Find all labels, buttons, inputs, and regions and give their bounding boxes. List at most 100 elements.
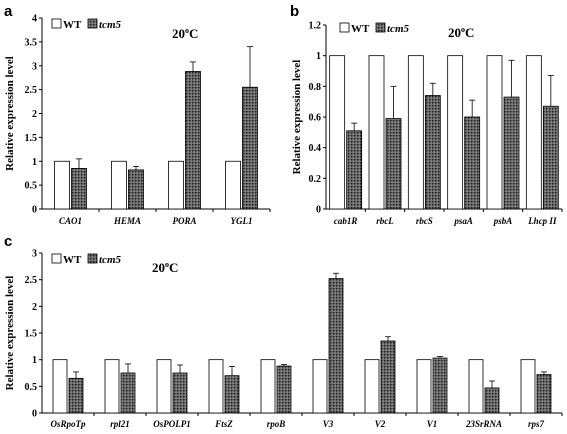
bar-tcm5-rpl21: [120, 372, 136, 414]
y-tick-label: 1: [32, 157, 37, 168]
bar-tcm5-HEMA: [128, 169, 144, 210]
bar-tcm5-rbcL: [385, 118, 402, 210]
legend: WT tcm5: [339, 22, 409, 35]
y-axis-label: Relative expression level: [4, 276, 16, 391]
bar-tcm5-Lhcp-II: [542, 105, 559, 210]
legend-swatch-tcm5: [375, 22, 386, 33]
y-tick-label: 2.5: [25, 275, 38, 286]
bar-tcm5-FtsZ: [224, 375, 240, 414]
legend-swatch-tcm5: [87, 18, 98, 29]
category-label: psaA: [453, 216, 473, 226]
temperature-label: 20oC: [172, 26, 198, 41]
y-tick-label: 1.5: [25, 329, 38, 340]
category-label: rbcL: [376, 216, 394, 226]
bar-wt-rps7: [520, 359, 536, 414]
bar-tcm5-23SrRNA: [484, 387, 500, 414]
y-tick-label: 0: [316, 205, 321, 216]
temperature-label: 20oC: [152, 260, 178, 275]
bar-wt-HEMA: [111, 160, 127, 210]
category-label: YGL1: [231, 216, 253, 226]
y-tick-label: 0.6: [309, 113, 322, 124]
temperature-label: 20oC: [448, 25, 474, 40]
bar-wt-Lhcp-II: [525, 55, 542, 210]
category-label: V3: [323, 419, 334, 429]
legend-label-wt: WT: [351, 23, 370, 35]
y-axis-label: Relative expression level: [4, 56, 16, 171]
panel-letter: a: [4, 3, 13, 20]
y-tick-label: 0.4: [309, 143, 322, 154]
y-axis-label: Relative expression level: [291, 60, 303, 175]
legend: WT tcm5: [51, 253, 121, 266]
category-label: V1: [427, 419, 438, 429]
y-tick-label: 0.2: [309, 174, 322, 185]
y-tick-label: 2: [32, 302, 37, 313]
category-label: FtsZ: [214, 419, 233, 429]
bar-tcm5-V2: [380, 340, 396, 414]
bar-wt-rpl21: [104, 359, 120, 414]
bar-wt-rpoB: [260, 359, 276, 414]
bar-wt-rbcL: [368, 55, 385, 210]
category-label: Lhcp II: [527, 216, 557, 226]
bar-tcm5-rps7: [536, 374, 552, 414]
legend-label-tcm5: tcm5: [99, 19, 121, 31]
y-tick-label: 0: [32, 205, 37, 216]
bar-wt-OsPOLP1: [156, 359, 172, 414]
y-tick-label: 1.2: [309, 21, 322, 32]
category-label: cab1R: [334, 216, 358, 226]
panel-a: a Relative expression level 0 0.5 1 1.5 2 2.5 3 3…: [4, 3, 271, 226]
bar-wt-CAO1: [54, 160, 70, 210]
y-tick-label: 3.5: [25, 37, 38, 48]
y-tick-label: 1: [316, 51, 321, 62]
bar-tcm5-cab1R: [346, 130, 363, 210]
y-tick-label: 4: [32, 14, 37, 25]
bar-tcm5-OsPOLP1: [172, 372, 188, 414]
bar-wt-V3: [312, 359, 328, 414]
legend-swatch-wt: [339, 22, 350, 33]
bar-tcm5-CAO1: [71, 168, 87, 210]
bar-wt-rbcS: [407, 55, 424, 210]
panel-letter: b: [290, 3, 299, 20]
bar-wt-V1: [416, 359, 432, 414]
y-tick-label: 2.5: [25, 85, 38, 96]
category-label: PORA: [172, 216, 196, 226]
bar-wt-YGL1: [225, 160, 241, 210]
bar-tcm5-PORA: [185, 71, 201, 210]
legend-swatch-wt: [51, 18, 62, 29]
bar-wt-PORA: [168, 160, 184, 210]
category-label: CAO1: [59, 216, 82, 226]
bar-tcm5-rpoB: [276, 365, 292, 414]
bar-tcm5-V3: [328, 278, 344, 414]
legend-label-tcm5: tcm5: [99, 254, 121, 266]
bar-tcm5-YGL1: [242, 86, 258, 210]
category-label: V2: [375, 419, 386, 429]
legend: WT tcm5: [51, 18, 121, 31]
y-tick-label: 0: [32, 409, 37, 420]
bar-wt-FtsZ: [208, 359, 224, 414]
category-label: rpl21: [110, 419, 130, 429]
category-label: 23SrRNA: [465, 419, 502, 429]
bar-wt-OsRpoTp: [52, 359, 68, 414]
legend-label-wt: WT: [63, 19, 82, 31]
bar-tcm5-psaA: [464, 116, 481, 210]
y-tick-label: 0.5: [25, 181, 38, 192]
bar-tcm5-psbA: [503, 96, 520, 210]
legend-swatch-tcm5: [87, 253, 98, 264]
panel-letter: c: [4, 233, 12, 250]
y-tick-label: 2: [32, 109, 37, 120]
bar-wt-V2: [364, 359, 380, 414]
bar-tcm5-OsRpoTp: [68, 377, 84, 414]
category-label: rpoB: [267, 419, 286, 429]
category-label: rbcS: [416, 216, 433, 226]
category-label: HEMA: [113, 216, 141, 226]
category-label: OsPOLP1: [153, 419, 191, 429]
bar-tcm5-V1: [432, 357, 448, 414]
y-tick-label: 3: [32, 249, 37, 260]
category-label: psbA: [493, 216, 513, 226]
panel-c: c Relative expression level 0 0.5 1 1.5 2 2.5 3 O…: [4, 233, 563, 429]
legend-swatch-wt: [51, 253, 62, 264]
y-tick-label: 1: [32, 355, 37, 366]
bar-tcm5-rbcS: [424, 95, 441, 210]
bar-wt-cab1R: [329, 55, 346, 210]
y-tick-label: 0.5: [25, 382, 38, 393]
